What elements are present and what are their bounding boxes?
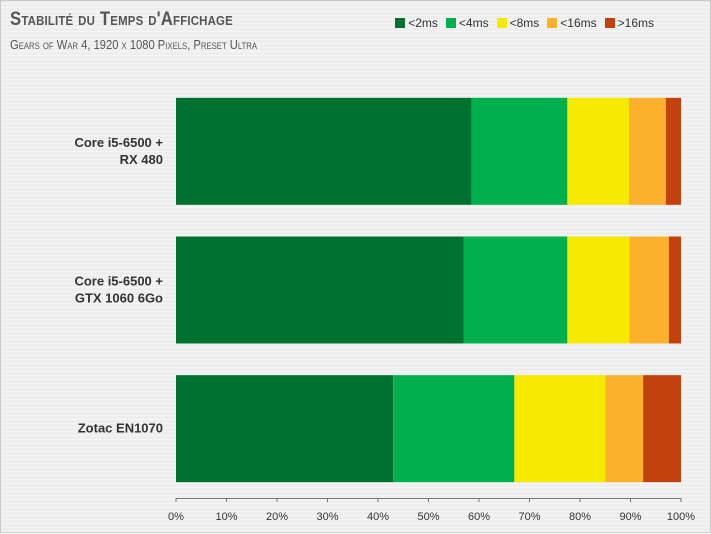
x-tick-label: 80% [569, 511, 591, 523]
legend-label: <16ms [560, 16, 597, 30]
legend-entry: <4ms [445, 16, 489, 30]
bar-segment [471, 97, 568, 205]
legend-entry: <16ms [547, 16, 597, 30]
category-label: Core i5-6500 + [74, 274, 163, 289]
chart-legend: <2ms <4ms <8ms <16ms >16ms [395, 16, 654, 30]
bar-segment [665, 97, 681, 205]
x-tick-label: 0% [168, 511, 184, 523]
legend-label: <4ms [458, 16, 489, 30]
x-tick-label: 100% [667, 511, 695, 523]
x-tick-label: 30% [316, 511, 338, 523]
bar-segment [605, 375, 644, 483]
legend-entry: <2ms [395, 16, 438, 30]
x-tick-label: 50% [417, 511, 439, 523]
x-tick-label: 10% [215, 511, 237, 523]
bar-segment [567, 236, 630, 344]
bar-segment [668, 236, 681, 344]
legend-swatch [395, 18, 406, 28]
bar-segment [463, 236, 568, 344]
x-tick-label: 40% [367, 511, 389, 523]
chart-subtitle: Gears of War 4, 1920 x 1080 Pixels, Pres… [10, 37, 258, 52]
legend-entry: >16ms [604, 16, 654, 30]
bar-segment [514, 375, 606, 483]
x-tick-label: 70% [518, 511, 540, 523]
bar-segment [567, 97, 629, 205]
legend-label: >16ms [617, 16, 654, 30]
legend-swatch [496, 18, 507, 28]
x-tick-label: 90% [619, 511, 641, 523]
bar-segment [629, 236, 669, 344]
legend-swatch [604, 18, 615, 28]
category-label: GTX 1060 6Go [75, 291, 163, 306]
bar-segment [176, 236, 464, 344]
category-label: RX 480 [120, 152, 163, 167]
bar-segment [393, 375, 515, 483]
x-tick-label: 20% [266, 511, 288, 523]
category-label: Zotac EN1070 [78, 421, 163, 436]
chart-title: Stabilité du Temps d'Affichage [10, 9, 233, 30]
category-label: Core i5-6500 + [74, 135, 163, 150]
legend-swatch [445, 18, 456, 28]
legend-swatch [547, 18, 558, 28]
x-tick-label: 60% [468, 511, 490, 523]
legend-label: <2ms [408, 16, 438, 30]
bar-segment [643, 375, 681, 483]
legend-entry: <8ms [496, 16, 540, 30]
bar-segment [176, 375, 394, 483]
bar-segment [628, 97, 666, 205]
bar-segment [176, 97, 472, 205]
legend-label: <8ms [509, 16, 540, 30]
